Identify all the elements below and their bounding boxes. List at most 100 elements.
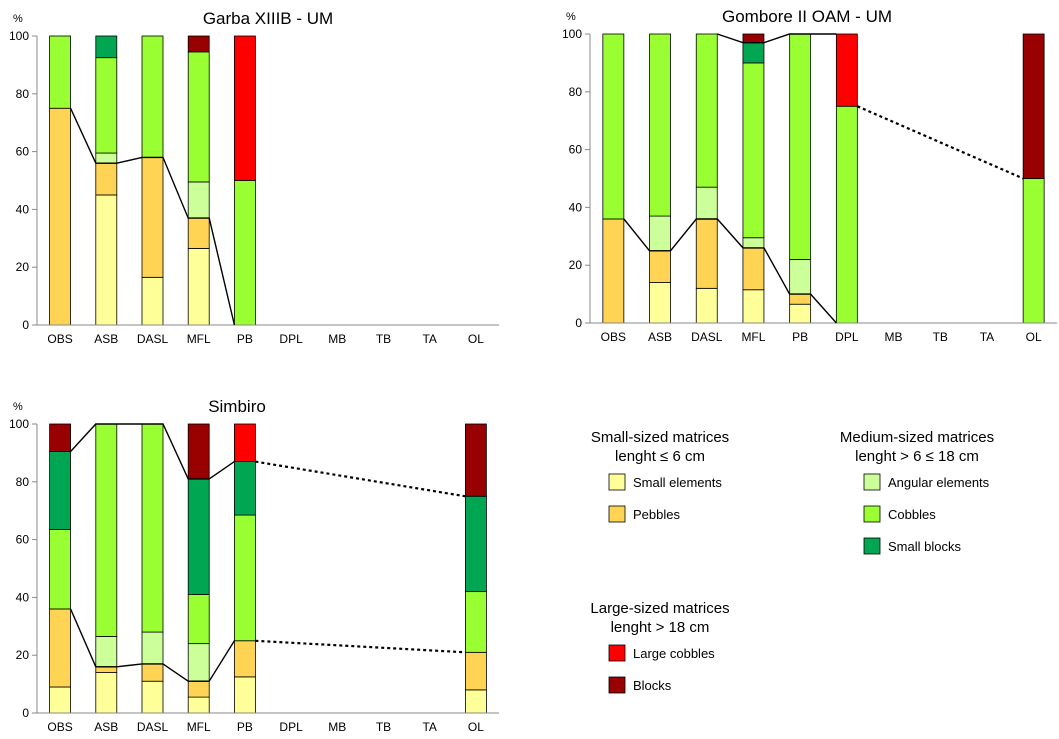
bar-segment-cobbles — [695, 33, 718, 188]
legend-group-title: Small-sized matrices — [591, 429, 729, 446]
bar-segment-angular-elements — [742, 237, 765, 249]
bar-segment-small-blocks — [95, 35, 118, 59]
bar-segment-pebbles — [602, 218, 625, 324]
bar-segment-cobbles — [649, 33, 671, 217]
fine-fraction-line — [69, 108, 236, 326]
legend-label-pebbles: Pebbles — [633, 507, 680, 522]
y-tick-label: 20 — [16, 260, 30, 274]
bar-segment-small-elements — [649, 282, 671, 324]
x-tick-label: DASL — [137, 332, 169, 346]
legend-swatch-large-cobbles — [608, 644, 626, 662]
bar-segment-pebbles — [49, 107, 71, 326]
bar-segment-small-elements — [789, 303, 812, 324]
x-tick-label: OL — [468, 332, 484, 346]
x-tick-label: ASB — [94, 332, 118, 346]
bar-segment-cobbles — [742, 62, 765, 239]
x-tick-label: PB — [237, 332, 253, 346]
bar-segment-cobbles — [49, 35, 71, 109]
top-boundary-line — [717, 33, 837, 44]
dotted-connector-line — [255, 639, 466, 654]
x-tick-label: ASB — [94, 720, 118, 734]
bar-segment-cobbles — [835, 105, 858, 324]
x-tick-label: OBS — [47, 720, 72, 734]
x-tick-label: DPL — [835, 330, 859, 344]
bar-segment-blocks — [1022, 33, 1045, 179]
bar-segment-cobbles — [141, 35, 164, 158]
x-tick-label: TB — [376, 332, 391, 346]
legend-swatch-cobbles — [863, 505, 881, 523]
bar-segment-cobbles — [233, 180, 256, 326]
y-tick-label: 100 — [562, 27, 582, 41]
x-tick-label: DPL — [279, 332, 303, 346]
bar-segment-blocks — [464, 423, 487, 497]
x-tick-label: DPL — [279, 720, 303, 734]
fine-fraction-line — [69, 608, 235, 682]
bar-segment-blocks — [742, 33, 765, 44]
bar-segment-blocks — [187, 35, 210, 53]
chart-title: Simbiro — [208, 397, 266, 416]
x-tick-label: MFL — [741, 330, 765, 344]
legend-swatch-small-elements — [608, 473, 626, 491]
y-tick-label: 0 — [22, 706, 29, 720]
bar-segment-pebbles — [649, 250, 671, 283]
y-tick-label: 20 — [16, 648, 30, 662]
bar-segment-small-elements — [695, 287, 718, 324]
bar-segment-small-blocks — [233, 461, 256, 516]
bar-segment-pebbles — [187, 680, 210, 698]
chart-title: Garba XIIIB - UM — [203, 9, 333, 28]
legend-group-subtitle: lenght > 6 ≤ 18 cm — [855, 448, 979, 465]
bar-segment-angular-elements — [95, 152, 118, 164]
y-tick-label: 40 — [16, 590, 30, 604]
y-tick-label: 80 — [569, 85, 583, 99]
bar-segment-pebbles — [742, 247, 765, 291]
bar-segment-cobbles — [141, 423, 164, 633]
bar-segment-pebbles — [141, 663, 164, 682]
y-tick-label: 100 — [9, 29, 29, 43]
legend-swatch-blocks — [608, 676, 626, 694]
bar-segment-small-elements — [742, 289, 765, 324]
y-tick-label: 60 — [16, 533, 30, 547]
bar-segment-pebbles — [95, 666, 118, 673]
bar-segment-large-cobbles — [233, 423, 256, 462]
bar-segment-small-blocks — [464, 495, 487, 593]
y-tick-label: 60 — [16, 145, 30, 159]
chart-gombore-ii-oam: Gombore II OAM - UM% 0 20 40 60 80 100 OBS ASB DA… — [562, 7, 1057, 344]
dotted-connector-line — [856, 105, 1024, 180]
y-axis-label: % — [566, 11, 576, 23]
y-tick-label: 60 — [569, 143, 583, 157]
bar-segment-blocks — [49, 423, 71, 452]
chart-simbiro: Simbiro% 0 20 40 60 80 100 OBS ASB DASL MFL PB DPL MB… — [9, 397, 499, 734]
legend-swatch-small-blocks — [863, 537, 881, 555]
y-tick-label: 100 — [9, 417, 29, 431]
bar-segment-pebbles — [141, 156, 164, 278]
x-tick-label: TA — [422, 720, 436, 734]
legend-label-small-blocks: Small blocks — [888, 539, 961, 554]
bar-segment-small-elements — [141, 680, 164, 714]
bar-segment-small-elements — [233, 676, 256, 714]
y-axis-label: % — [13, 401, 23, 413]
x-tick-label: OBS — [47, 332, 72, 346]
y-tick-label: 0 — [22, 318, 29, 332]
y-tick-label: 80 — [16, 87, 30, 101]
legend-group-title: Large-sized matrices — [590, 600, 729, 617]
bar-segment-pebbles — [789, 293, 812, 305]
fine-fraction-line — [623, 218, 837, 324]
bar-segment-cobbles — [464, 591, 487, 653]
dotted-top-connector-line — [255, 460, 466, 498]
y-tick-label: 40 — [16, 202, 30, 216]
x-tick-label: OL — [1026, 330, 1042, 344]
bar-segment-angular-elements — [649, 215, 671, 252]
bar-segment-cobbles — [233, 514, 256, 642]
bar-segment-angular-elements — [187, 643, 210, 682]
x-tick-label: ASB — [648, 330, 672, 344]
bar-segment-angular-elements — [95, 636, 118, 668]
legend-group-subtitle: lenght > 18 cm — [611, 619, 710, 636]
top-boundary-line — [70, 423, 235, 480]
x-tick-label: TA — [422, 332, 436, 346]
bar-segment-cobbles — [602, 33, 625, 220]
legend-label-blocks: Blocks — [633, 678, 672, 693]
bar-segment-angular-elements — [789, 259, 812, 295]
bar-segment-small-elements — [187, 248, 210, 326]
bar-segment-pebbles — [464, 651, 487, 691]
